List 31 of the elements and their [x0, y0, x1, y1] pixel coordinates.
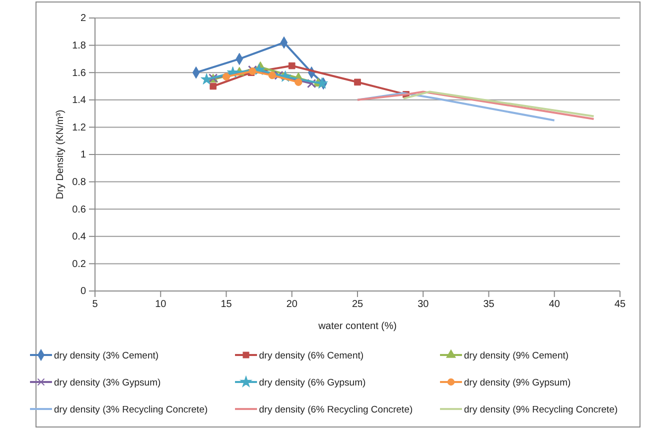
- legend-label: dry density (3% Gypsum): [54, 378, 161, 388]
- y-tick-label: 0.6: [72, 204, 86, 216]
- x-axis-title: water content (%): [317, 321, 397, 332]
- y-tick-label: 1: [80, 150, 86, 161]
- y-tick-label: 0.2: [72, 258, 86, 270]
- x-tick-label: 40: [548, 299, 560, 310]
- y-axis-title: Dry Density (KN/m³): [55, 110, 66, 200]
- legend-label: dry density (9% Cement): [464, 350, 569, 362]
- x-tick-label: 20: [286, 299, 298, 310]
- legend-label: dry density (9% Gypsum): [464, 378, 571, 388]
- legend-label: dry density (9% Recycling Concrete): [464, 404, 618, 416]
- x-tick-label: 45: [614, 299, 626, 310]
- y-tick-label: 1.2: [72, 122, 86, 134]
- legend-label: dry density (6% Gypsum): [259, 378, 366, 388]
- y-tick-label: 2: [80, 13, 86, 24]
- legend-label: dry density (6% Cement): [259, 350, 364, 362]
- y-tick-label: 1.8: [72, 40, 86, 52]
- y-tick-label: 1.6: [72, 68, 86, 79]
- legend-label: dry density (3% Recycling Concrete): [54, 404, 208, 416]
- x-tick-label: 15: [220, 299, 232, 310]
- y-tick-label: 0: [80, 286, 86, 298]
- x-tick-label: 25: [352, 299, 364, 310]
- legend-label: dry density (6% Recycling Concrete): [259, 404, 413, 416]
- y-tick-label: 0.4: [72, 232, 86, 243]
- x-tick-label: 5: [92, 299, 98, 310]
- y-tick-label: 1.4: [72, 95, 86, 106]
- y-tick-label: 0.8: [72, 177, 86, 188]
- x-tick-label: 30: [418, 299, 430, 310]
- x-tick-label: 35: [483, 299, 495, 310]
- x-tick-label: 10: [155, 299, 167, 310]
- legend-label: dry density (3% Cement): [54, 350, 159, 362]
